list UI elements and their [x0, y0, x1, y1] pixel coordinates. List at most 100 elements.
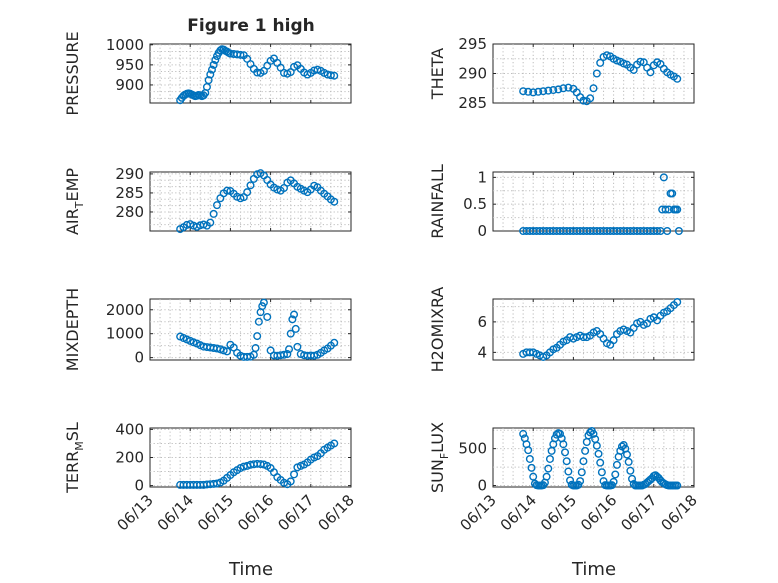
- data-point: [597, 468, 606, 477]
- data-point: [330, 439, 339, 448]
- x-tick-label: 06/13: [114, 491, 157, 534]
- data-point: [243, 352, 252, 361]
- data-point: [594, 449, 603, 458]
- data-point: [674, 226, 683, 235]
- y-tick-label: 280: [115, 203, 144, 221]
- data-point: [524, 87, 533, 96]
- data-point: [219, 346, 228, 355]
- data-point: [254, 317, 263, 326]
- data-point: [288, 315, 297, 324]
- data-point: [246, 181, 255, 190]
- series-markers: [519, 298, 682, 361]
- y-axis-label: H2OMIXRA: [428, 287, 447, 373]
- data-point: [564, 467, 573, 476]
- data-point: [283, 350, 292, 359]
- y-tick-label: 950: [115, 56, 144, 74]
- data-point: [673, 298, 682, 307]
- data-point: [579, 457, 588, 466]
- data-point: [577, 468, 586, 477]
- y-axis-label: SUNFLUX: [428, 422, 451, 493]
- data-point: [559, 84, 568, 93]
- y-tick-label: 0: [134, 477, 144, 495]
- data-point: [206, 70, 215, 79]
- data-point: [653, 226, 662, 235]
- data-point: [286, 329, 295, 338]
- data-point: [579, 96, 588, 105]
- panel-rainfall: 0 0.5 1 RAINFALL: [428, 164, 695, 240]
- y-axis-label: THETA: [428, 48, 447, 100]
- data-point: [263, 312, 272, 321]
- x-tick-label: 06/14: [154, 491, 197, 534]
- y-tick-label: 400: [115, 420, 144, 438]
- data-point: [524, 446, 533, 455]
- data-point: [251, 344, 260, 353]
- data-point: [207, 65, 216, 74]
- data-point: [596, 58, 605, 67]
- data-point: [212, 201, 221, 210]
- y-tick-label: 4: [477, 343, 487, 361]
- data-point: [527, 463, 536, 472]
- data-point: [285, 345, 294, 354]
- x-tick-label: 06/17: [274, 491, 317, 534]
- x-tick-label: 06/17: [617, 491, 660, 534]
- data-point: [562, 457, 571, 466]
- series-markers: [519, 173, 683, 235]
- data-point: [259, 298, 268, 307]
- data-point: [310, 351, 319, 360]
- x-axis-label-left: Time: [228, 559, 273, 580]
- y-axis-label: PRESSURE: [63, 31, 82, 115]
- data-point: [293, 342, 302, 351]
- data-point: [668, 189, 677, 198]
- x-axis-label-right: Time: [571, 559, 616, 580]
- x-tick-label: 06/14: [497, 491, 540, 534]
- data-point: [626, 466, 635, 475]
- data-point: [561, 448, 570, 457]
- data-point: [554, 85, 563, 94]
- y-axis-label: TERRMSL: [63, 422, 86, 494]
- data-point: [611, 470, 620, 479]
- data-point: [564, 83, 573, 92]
- panel-pressure: 900 950 1000 PRESSURE: [63, 31, 352, 116]
- x-tick-label: 06/13: [457, 491, 500, 534]
- y-tick-label: 2000: [106, 301, 144, 319]
- y-tick-label: 0.5: [463, 195, 487, 213]
- y-tick-label: 900: [115, 76, 144, 94]
- data-point: [290, 310, 299, 319]
- y-tick-label: 6: [477, 313, 487, 331]
- data-point: [529, 88, 538, 97]
- x-tick-label: 06/15: [537, 491, 580, 534]
- y-tick-label: 1: [477, 168, 487, 186]
- grid: [150, 172, 351, 231]
- data-point: [576, 477, 585, 486]
- data-point: [330, 338, 339, 347]
- data-point: [592, 441, 601, 450]
- y-axis-label: AIRTEMP: [63, 168, 86, 235]
- y-tick-label: 0: [134, 349, 144, 367]
- x-tick-label: 06/16: [234, 491, 277, 534]
- panel-theta: 285 290 295 THETA: [428, 35, 695, 112]
- x-tick-label: 06/18: [315, 491, 358, 534]
- data-point: [529, 472, 538, 481]
- data-point: [661, 205, 670, 214]
- data-point: [243, 188, 252, 197]
- data-point: [545, 454, 554, 463]
- series-markers: [176, 169, 339, 234]
- y-tick-label: 200: [115, 449, 144, 467]
- y-axis-label: RAINFALL: [428, 164, 447, 239]
- data-point: [574, 480, 583, 489]
- data-point: [673, 481, 682, 490]
- y-tick-label: 1000: [106, 325, 144, 343]
- data-point: [559, 440, 568, 449]
- panel-mixdepth: 0 1000 2000 MIXDEPTH: [63, 288, 352, 371]
- y-tick-label: 285: [458, 94, 487, 112]
- data-point: [253, 332, 262, 341]
- data-point: [609, 477, 618, 486]
- y-tick-label: 500: [458, 440, 487, 458]
- data-point: [646, 68, 655, 77]
- series-markers: [176, 45, 339, 105]
- figure-title: Figure 1 high: [187, 16, 315, 36]
- data-point: [291, 324, 300, 333]
